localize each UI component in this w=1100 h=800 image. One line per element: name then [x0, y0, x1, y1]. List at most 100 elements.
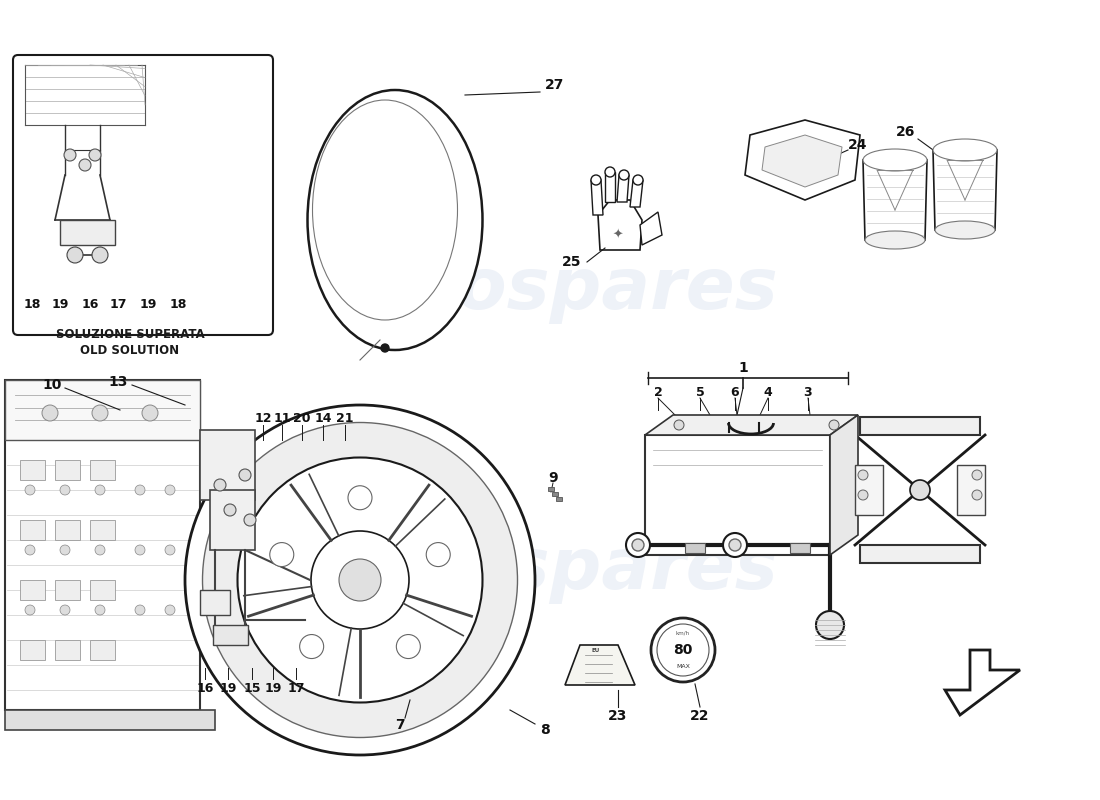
Circle shape	[632, 539, 644, 551]
Bar	[548, 487, 554, 491]
Circle shape	[723, 533, 747, 557]
Circle shape	[95, 605, 104, 615]
Circle shape	[858, 490, 868, 500]
Bar	[90, 400, 116, 420]
Circle shape	[60, 605, 70, 615]
Circle shape	[95, 545, 104, 555]
Bar	[20, 460, 45, 480]
Text: 16: 16	[196, 682, 213, 694]
Bar	[6, 710, 214, 730]
Ellipse shape	[865, 231, 925, 249]
Bar	[210, 490, 255, 550]
Circle shape	[92, 405, 108, 421]
Bar	[90, 520, 116, 540]
Text: 9: 9	[548, 471, 558, 485]
Bar	[90, 640, 116, 660]
Circle shape	[25, 545, 35, 555]
Text: 19: 19	[140, 298, 156, 311]
Circle shape	[135, 485, 145, 495]
Text: eurospares: eurospares	[321, 535, 779, 605]
Circle shape	[299, 634, 323, 658]
Circle shape	[25, 485, 35, 495]
Text: EU: EU	[592, 647, 601, 653]
Polygon shape	[617, 175, 629, 202]
Text: 20: 20	[294, 411, 310, 425]
Text: 22: 22	[691, 709, 710, 723]
Bar	[6, 380, 200, 440]
Bar	[685, 543, 705, 553]
Circle shape	[214, 479, 225, 491]
Ellipse shape	[933, 139, 997, 161]
Text: 4: 4	[763, 386, 772, 398]
Polygon shape	[630, 180, 644, 207]
Text: SOLUZIONE SUPERATA: SOLUZIONE SUPERATA	[56, 329, 205, 342]
Circle shape	[381, 344, 389, 352]
Bar	[55, 460, 80, 480]
Text: eurospares: eurospares	[321, 255, 779, 325]
Text: 5: 5	[695, 386, 704, 398]
Polygon shape	[830, 415, 858, 555]
Ellipse shape	[935, 221, 996, 239]
Circle shape	[25, 425, 35, 435]
Circle shape	[348, 486, 372, 510]
Bar	[200, 590, 230, 615]
Circle shape	[729, 539, 741, 551]
Text: 23: 23	[608, 709, 628, 723]
Circle shape	[224, 504, 236, 516]
Circle shape	[165, 485, 175, 495]
Polygon shape	[945, 650, 1020, 715]
Bar	[20, 400, 45, 420]
Polygon shape	[864, 160, 927, 240]
Text: 8: 8	[540, 723, 550, 737]
Circle shape	[619, 170, 629, 180]
Circle shape	[95, 485, 104, 495]
Text: 19: 19	[264, 682, 282, 694]
Circle shape	[626, 533, 650, 557]
Circle shape	[244, 514, 256, 526]
Ellipse shape	[308, 90, 483, 350]
Circle shape	[829, 420, 839, 430]
Circle shape	[858, 470, 868, 480]
Bar	[20, 580, 45, 600]
Text: 16: 16	[81, 298, 99, 311]
Bar	[855, 465, 883, 515]
FancyBboxPatch shape	[13, 55, 273, 335]
Circle shape	[238, 458, 483, 702]
Bar	[790, 543, 810, 553]
Polygon shape	[605, 172, 615, 202]
Circle shape	[135, 545, 145, 555]
Circle shape	[60, 545, 70, 555]
Text: 25: 25	[562, 255, 582, 269]
Text: 26: 26	[896, 125, 915, 139]
Text: 21: 21	[337, 411, 354, 425]
Bar	[860, 417, 980, 435]
Circle shape	[591, 175, 601, 185]
Text: 27: 27	[546, 78, 564, 92]
Bar	[556, 497, 562, 501]
Circle shape	[89, 149, 101, 161]
Circle shape	[92, 247, 108, 263]
Text: 19: 19	[219, 682, 236, 694]
Bar	[957, 465, 984, 515]
Polygon shape	[598, 200, 642, 250]
Text: 1: 1	[738, 361, 748, 375]
Circle shape	[142, 405, 158, 421]
Circle shape	[135, 425, 145, 435]
Circle shape	[165, 545, 175, 555]
Text: 17: 17	[287, 682, 305, 694]
Ellipse shape	[864, 149, 927, 171]
Bar	[860, 545, 980, 563]
Circle shape	[42, 405, 58, 421]
Bar	[60, 220, 116, 245]
Bar	[20, 520, 45, 540]
Circle shape	[60, 485, 70, 495]
Circle shape	[632, 175, 644, 185]
Text: MAX: MAX	[676, 665, 690, 670]
Circle shape	[651, 618, 715, 682]
Circle shape	[95, 425, 104, 435]
Circle shape	[910, 480, 930, 500]
Text: 17: 17	[109, 298, 126, 311]
Circle shape	[674, 420, 684, 430]
Text: 15: 15	[243, 682, 261, 694]
Circle shape	[165, 425, 175, 435]
